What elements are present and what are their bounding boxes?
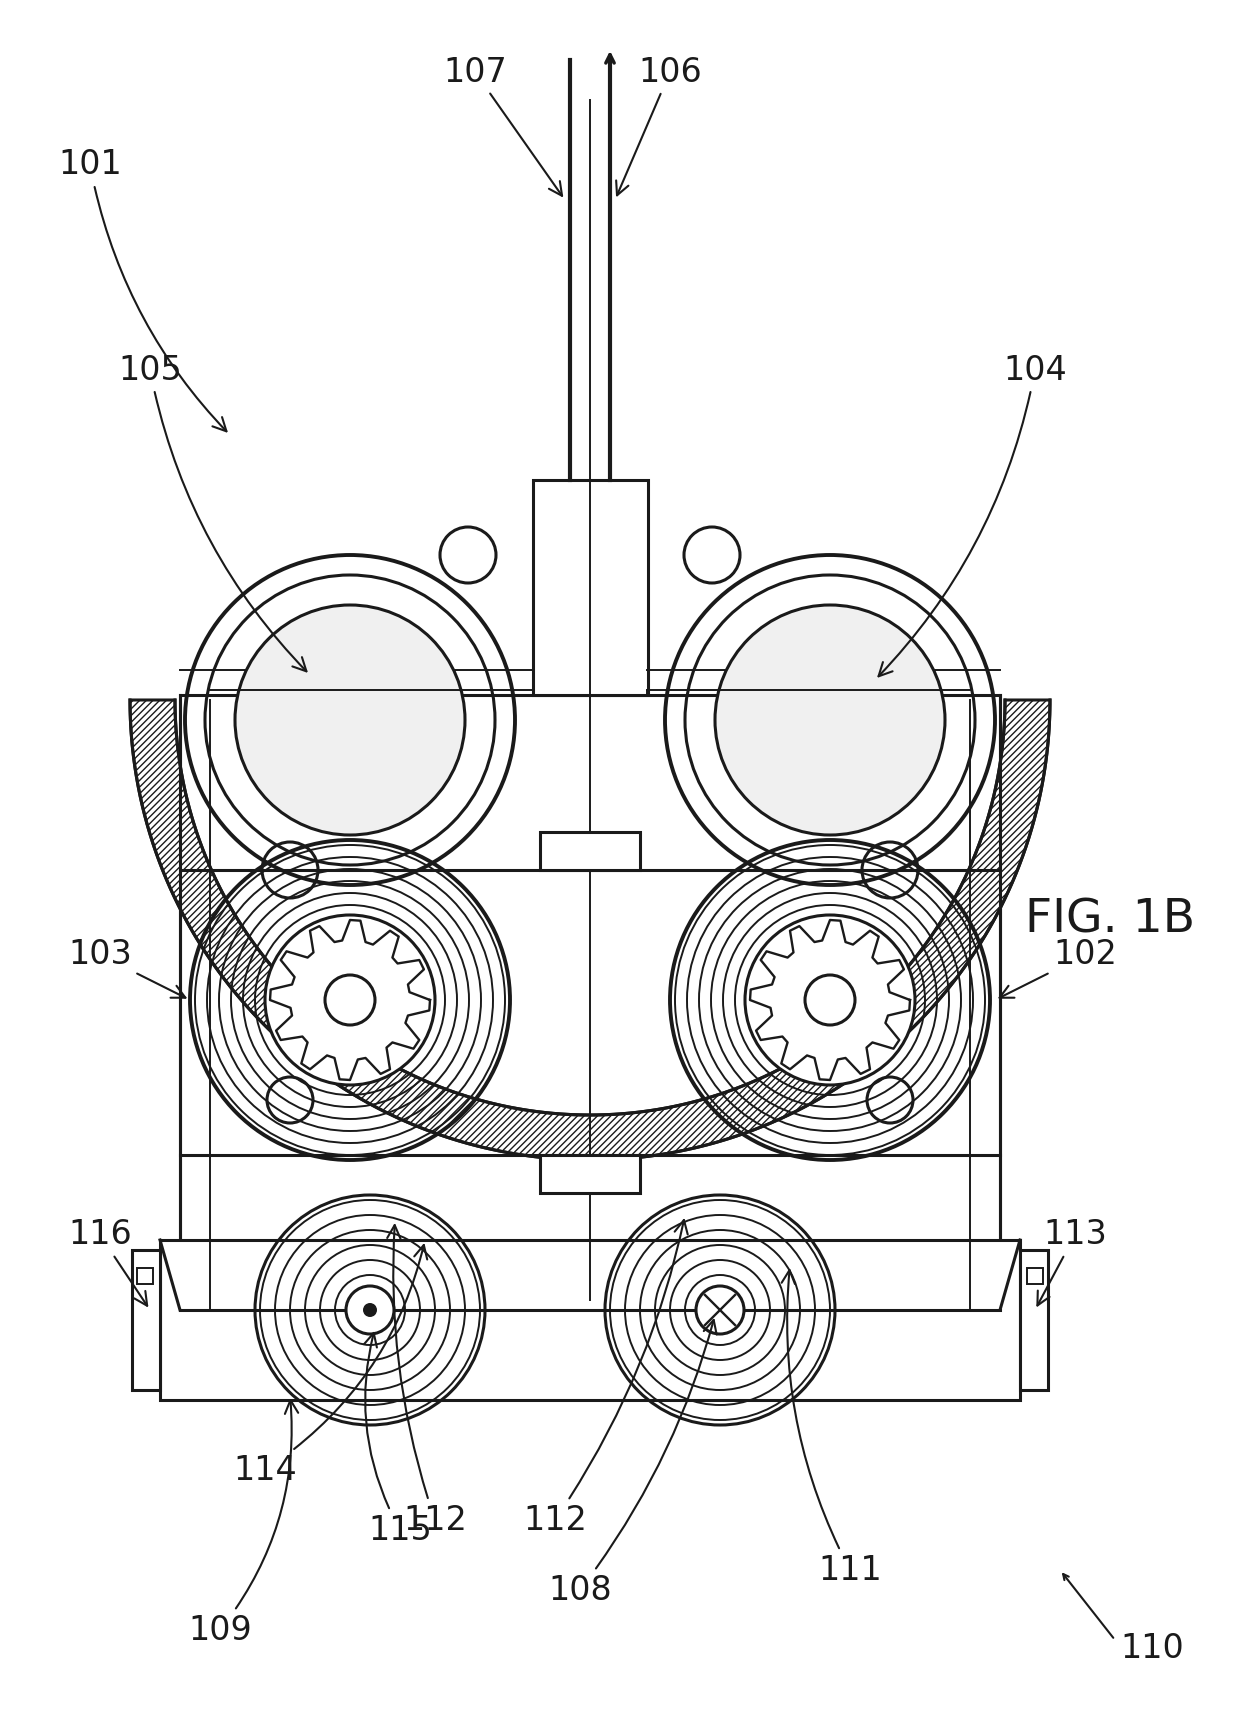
Text: 111: 111 bbox=[781, 1270, 882, 1587]
Text: 107: 107 bbox=[443, 55, 562, 196]
Text: 104: 104 bbox=[878, 353, 1066, 676]
Text: 113: 113 bbox=[1038, 1218, 1107, 1306]
Circle shape bbox=[363, 1303, 377, 1317]
Text: 101: 101 bbox=[58, 148, 227, 432]
Text: 115: 115 bbox=[365, 1334, 432, 1547]
Circle shape bbox=[325, 976, 374, 1026]
Circle shape bbox=[696, 1286, 744, 1334]
Text: 112: 112 bbox=[387, 1225, 467, 1537]
Bar bbox=[136, 1268, 153, 1284]
Polygon shape bbox=[750, 921, 910, 1081]
Bar bbox=[533, 480, 649, 695]
Circle shape bbox=[236, 606, 465, 835]
Bar bbox=[131, 1249, 160, 1391]
Text: FIG. 1B: FIG. 1B bbox=[1025, 897, 1195, 943]
Text: 105: 105 bbox=[118, 353, 306, 671]
Bar bbox=[1027, 1268, 1043, 1284]
Bar bbox=[180, 695, 999, 1310]
Bar bbox=[1021, 1249, 1048, 1391]
Text: 110: 110 bbox=[1120, 1632, 1184, 1664]
Bar bbox=[160, 1241, 1021, 1399]
Text: 106: 106 bbox=[616, 55, 702, 194]
Circle shape bbox=[745, 916, 915, 1084]
Polygon shape bbox=[270, 921, 430, 1081]
Text: 114: 114 bbox=[233, 1244, 428, 1487]
Text: 102: 102 bbox=[999, 938, 1117, 998]
Text: 109: 109 bbox=[188, 1401, 298, 1647]
Text: 103: 103 bbox=[68, 938, 186, 998]
Bar bbox=[539, 831, 640, 871]
Bar bbox=[539, 1155, 640, 1193]
Text: 112: 112 bbox=[523, 1220, 688, 1537]
Circle shape bbox=[346, 1286, 394, 1334]
Circle shape bbox=[715, 606, 945, 835]
Text: 116: 116 bbox=[68, 1218, 148, 1306]
Text: 108: 108 bbox=[548, 1320, 717, 1606]
Polygon shape bbox=[130, 700, 1050, 1160]
Circle shape bbox=[265, 916, 435, 1084]
Circle shape bbox=[805, 976, 856, 1026]
